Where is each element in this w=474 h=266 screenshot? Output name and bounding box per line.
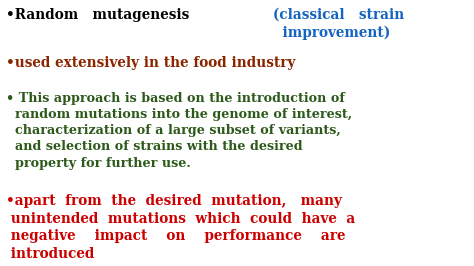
- Text: •used extensively in the food industry: •used extensively in the food industry: [6, 56, 295, 70]
- Text: • This approach is based on the introduction of
  random mutations into the geno: • This approach is based on the introduc…: [6, 92, 352, 169]
- Text: •Random   mutagenesis: •Random mutagenesis: [6, 8, 199, 22]
- Text: •apart  from  the  desired  mutation,   many
 unintended  mutations  which  coul: •apart from the desired mutation, many u…: [6, 194, 355, 261]
- Text: (classical   strain
  improvement): (classical strain improvement): [273, 8, 404, 40]
